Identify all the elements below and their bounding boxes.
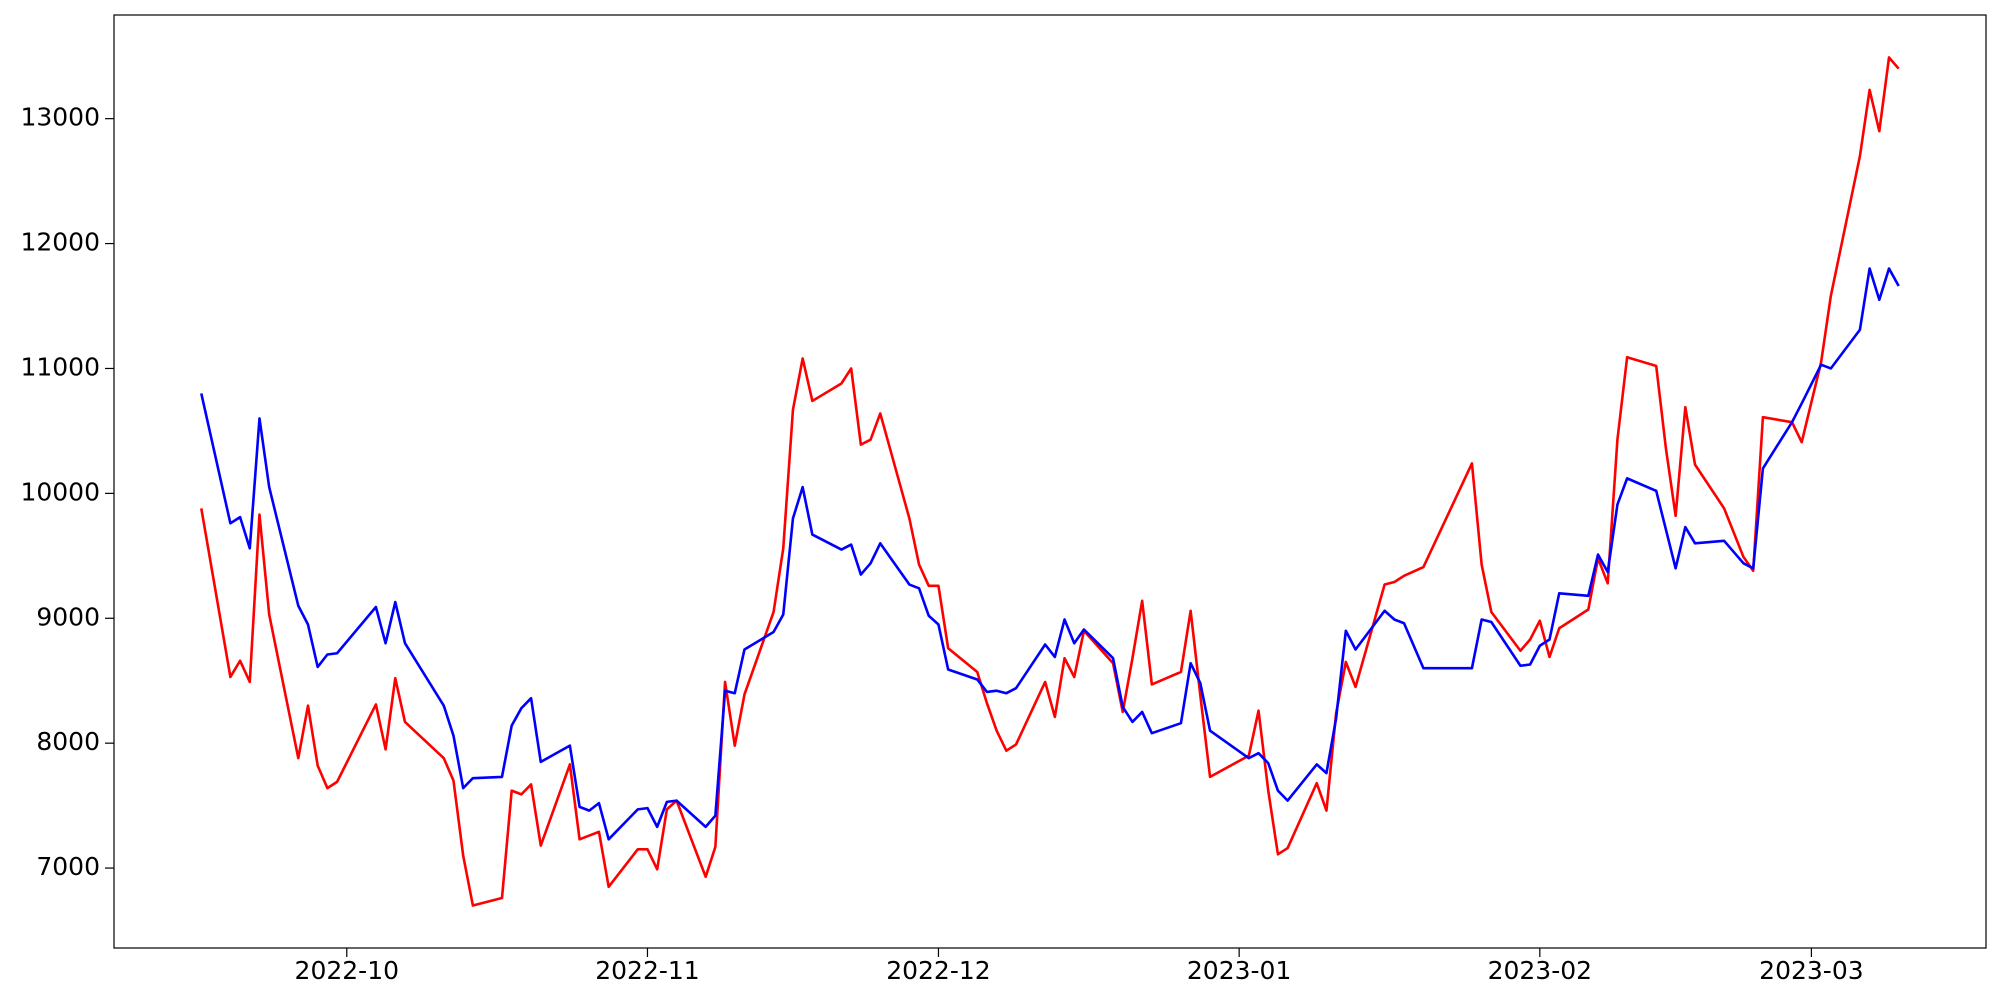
y-tick-label: 11000 [20,352,100,381]
y-tick-label: 10000 [20,477,100,506]
x-tick-label: 2022-11 [595,956,699,985]
x-tick-label: 2023-01 [1187,956,1291,985]
line-series [200,267,1900,841]
y-tick-label: 9000 [36,602,100,631]
x-tick-label: 2022-12 [886,956,990,985]
x-tick-label: 2023-02 [1488,956,1592,985]
line-series [200,56,1900,907]
x-tick-label: 2022-10 [295,956,399,985]
y-tick-label: 7000 [36,852,100,881]
y-tick-label: 13000 [20,103,100,132]
y-tick-label: 8000 [36,727,100,756]
y-tick-label: 12000 [20,228,100,257]
plot-frame [113,14,1987,949]
x-tick-label: 2023-03 [1759,956,1863,985]
